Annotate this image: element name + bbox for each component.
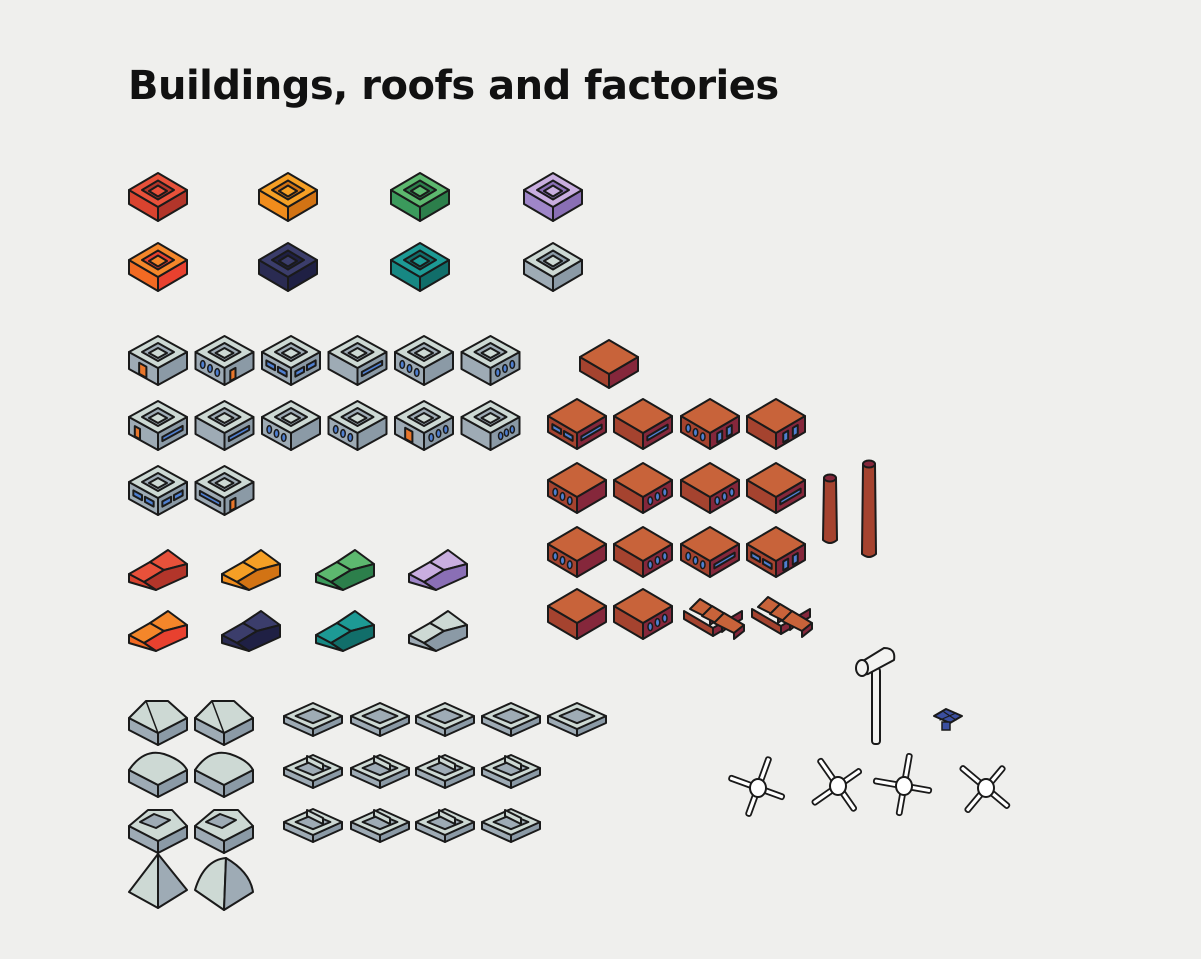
gable-roof-icon-red: [128, 549, 188, 591]
roof-shape-icon: [128, 751, 188, 798]
wind-turbine-icon: [872, 752, 933, 817]
sawtooth-roof-icon: [751, 596, 813, 638]
office-block-icon: [128, 400, 188, 451]
roof-frame-icon: [481, 702, 541, 737]
block-icon-green: [390, 172, 450, 222]
roof-frame-icon: [415, 702, 475, 737]
chimney-icon: [861, 459, 877, 558]
gable-roof-icon-lilac: [408, 549, 468, 591]
office-block-icon: [394, 335, 454, 386]
block-icon-lilac: [523, 172, 583, 222]
roof-frame-icon: [481, 754, 541, 789]
wind-turbine-icon: [728, 756, 786, 817]
roof-shape-icon: [194, 809, 254, 854]
roof-shape-icon: [128, 853, 188, 909]
factory-block-icon: [547, 398, 607, 450]
roof-frame-icon: [350, 808, 410, 843]
factory-block-icon: [613, 526, 673, 578]
roof-shape-icon: [128, 809, 188, 854]
chimney-icon: [822, 473, 838, 544]
office-block-icon: [128, 335, 188, 386]
wind-turbine-icon: [959, 765, 1011, 814]
roof-frame-icon: [350, 754, 410, 789]
factory-block-icon: [680, 526, 740, 578]
factory-block-icon: [613, 588, 673, 640]
gable-roof-icon-teal: [315, 610, 375, 652]
factory-block-icon: [547, 462, 607, 514]
roof-frame-icon: [283, 754, 343, 789]
roof-shape-icon: [194, 751, 254, 798]
factory-block-icon: [680, 398, 740, 450]
roof-frame-icon: [415, 808, 475, 843]
block-icon-amber: [128, 242, 188, 292]
sawtooth-roof-icon: [683, 598, 745, 640]
office-block-icon: [128, 465, 188, 516]
factory-block-icon: [547, 588, 607, 640]
roof-shape-icon: [194, 700, 254, 746]
block-icon-teal: [390, 242, 450, 292]
block-icon-red: [128, 172, 188, 222]
office-block-icon: [460, 400, 521, 451]
office-block-icon: [460, 335, 521, 386]
block-icon-orange: [258, 172, 318, 222]
factory-block-icon: [746, 398, 806, 450]
office-block-icon: [261, 400, 321, 451]
factory-block-icon: [746, 462, 806, 514]
roof-shape-icon: [128, 700, 188, 746]
office-block-icon: [261, 335, 321, 386]
factory-block-icon: [746, 526, 806, 578]
roof-frame-icon: [350, 702, 410, 737]
lamp-icon: [855, 647, 896, 745]
block-icon-grey: [523, 242, 583, 292]
gable-roof-icon-green: [315, 549, 375, 591]
factory-block-icon: [680, 462, 740, 514]
roof-frame-icon: [283, 808, 343, 843]
block-icon-navy: [258, 242, 318, 292]
roof-frame-icon: [283, 702, 343, 737]
roof-frame-icon: [481, 808, 541, 843]
roof-frame-icon: [547, 702, 607, 737]
office-block-icon: [194, 465, 255, 516]
factory-block-icon: [613, 462, 673, 514]
gable-roof-icon-orange: [221, 549, 281, 591]
wind-turbine-icon: [811, 757, 863, 812]
office-block-icon: [194, 400, 255, 451]
factory-block-icon: [613, 398, 673, 450]
roof-frame-icon: [415, 754, 475, 789]
solar-panel-icon: [933, 708, 963, 731]
office-block-icon: [327, 400, 388, 451]
office-block-icon: [194, 335, 255, 386]
gable-roof-icon-amber: [128, 610, 188, 652]
gable-roof-icon-navy: [221, 610, 281, 652]
office-block-icon: [394, 400, 454, 451]
page-title: Buildings, roofs and factories: [128, 63, 779, 109]
roof-shape-icon: [194, 857, 254, 911]
factory-block-icon: [579, 339, 639, 389]
office-block-icon: [327, 335, 388, 386]
gable-roof-icon-grey: [408, 610, 468, 652]
factory-block-icon: [547, 526, 607, 578]
